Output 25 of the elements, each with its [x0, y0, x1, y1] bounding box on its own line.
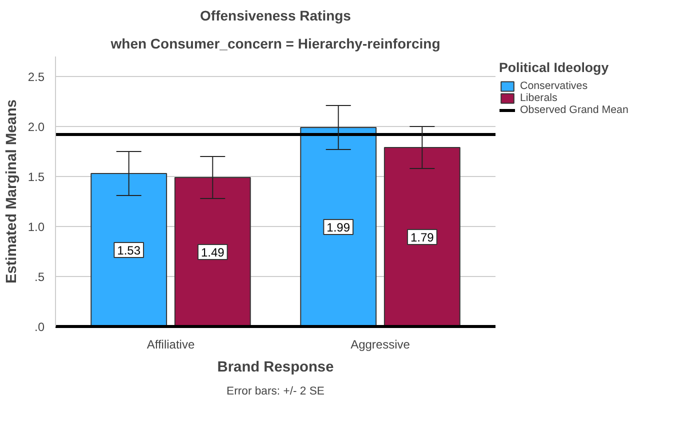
data-label: 1.99 [326, 220, 350, 234]
y-tick-label: 2.5 [28, 70, 45, 84]
x-axis-title: Brand Response [217, 360, 334, 376]
y-tick-label: 1.5 [28, 170, 45, 184]
y-axis-title: Estimated Marginal Means [4, 99, 20, 284]
y-tick-label: .5 [34, 270, 45, 284]
text: Error bars: +/- 2 SE [226, 386, 325, 398]
data-label: 1.49 [200, 246, 225, 260]
legend-label: Observed Grand Mean [520, 104, 628, 116]
bar [384, 147, 460, 326]
chart-title: Offensiveness Ratings [200, 8, 352, 24]
data-label: 1.79 [410, 230, 434, 244]
legend-title: Political Ideology [499, 60, 610, 75]
y-tick-label: 2.0 [28, 120, 45, 134]
chart-subtitle: when Consumer_concern = Hierarchy-reinforcing [110, 36, 440, 52]
bar [90, 173, 168, 326]
legend-label: Liberals [520, 92, 558, 104]
y-tick-label: .0 [34, 320, 45, 334]
x-tick-label: Affiliative [146, 338, 195, 352]
legend-label: Conservatives [520, 80, 588, 92]
x-tick-label: Aggressive [350, 338, 410, 352]
bar [174, 177, 251, 326]
y-tick-label: 1.0 [28, 220, 45, 234]
bar [300, 127, 377, 326]
data-label: 1.53 [117, 244, 141, 258]
